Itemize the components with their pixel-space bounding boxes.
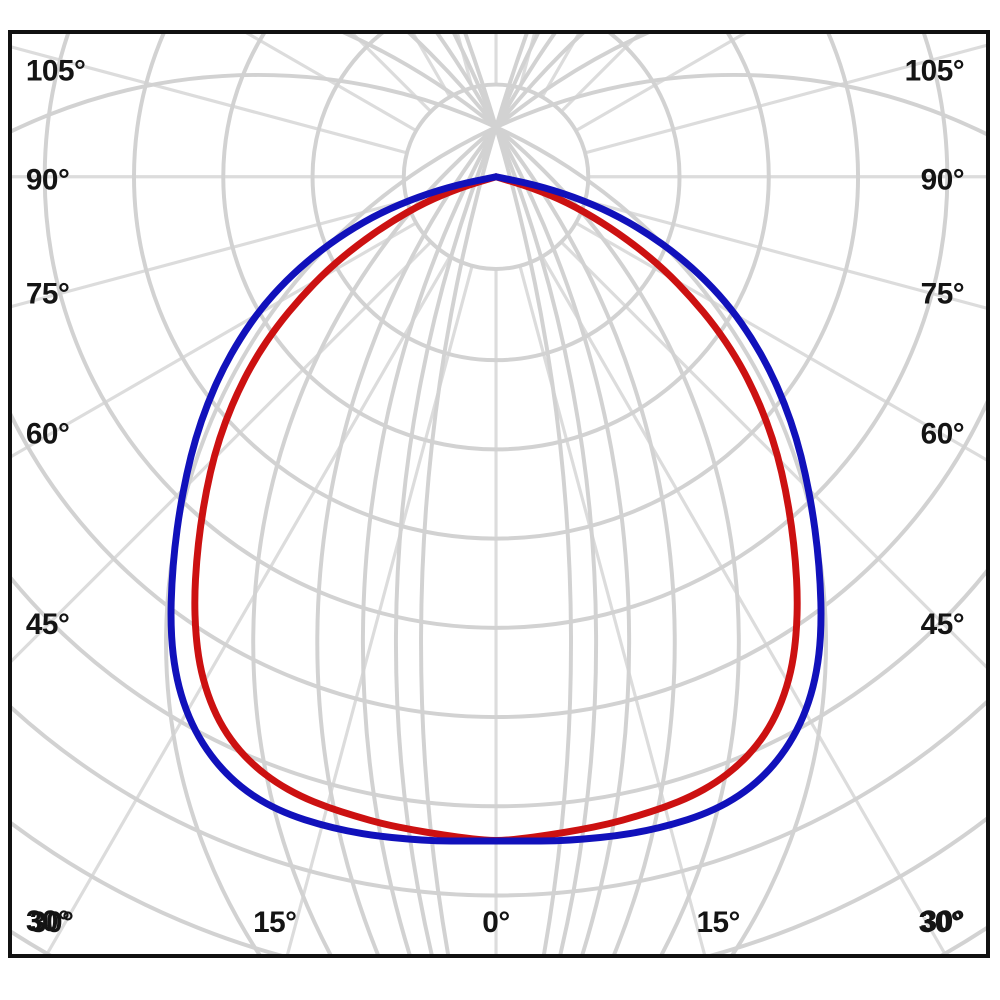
axis-label-bottom-0: 30° <box>30 906 73 939</box>
grid-arc-l3 <box>435 34 631 954</box>
grid-layer <box>12 34 986 954</box>
grid-arc-l0 <box>12 73 828 954</box>
grid-circle-7 <box>12 699 986 898</box>
grid-spoke-225 <box>12 240 433 663</box>
axis-label-left-0: 105° <box>26 55 86 88</box>
axis-label-right-0: 105° <box>905 55 965 88</box>
grid-spoke-165 <box>518 264 707 954</box>
grid-spoke-285 <box>12 45 409 155</box>
grid-arc-r4 <box>394 34 541 954</box>
grid-circle-9 <box>12 925 986 954</box>
axis-label-bottom-1: 15° <box>253 906 296 939</box>
grid-spoke-255 <box>12 199 409 309</box>
grid-arc-r5 <box>419 34 530 954</box>
grid-arc-l2 <box>407 34 677 954</box>
grid-circle-4 <box>42 34 950 630</box>
grid-spoke-135 <box>559 240 986 669</box>
series-layer <box>167 173 825 845</box>
axis-label-left-1: 90° <box>26 164 69 197</box>
grid-arc-l1 <box>342 34 741 954</box>
grid-circle-5 <box>12 399 986 719</box>
grid-circle-8 <box>12 816 986 954</box>
axis-label-left-4: 45° <box>26 608 69 641</box>
grid-spoke-210 <box>45 254 452 954</box>
grid-spoke-60 <box>574 34 747 133</box>
axis-label-right-2: 75° <box>921 278 964 311</box>
grid-arc-r1 <box>251 34 650 954</box>
axis-label-left-3: 60° <box>26 417 69 450</box>
grid-spoke-195 <box>286 264 474 954</box>
axis-label-left-2: 75° <box>26 278 69 311</box>
grid-circle-10 <box>12 34 986 954</box>
grid-arc-r3 <box>361 34 557 954</box>
axis-label-right-3: 60° <box>921 417 964 450</box>
polar-chart-frame: 105° 90° 75° 60° 45° 30° 105° 90° 75° 60° 45° 30° 30… <box>8 30 990 958</box>
grid-spoke-300 <box>245 34 418 133</box>
axis-label-right-4: 45° <box>921 608 964 641</box>
axis-label-bottom-2: 0° <box>482 906 509 939</box>
grid-circle-6 <box>12 568 986 809</box>
grid-circle-0 <box>401 82 591 271</box>
grid-arc-l4 <box>451 34 598 954</box>
axis-label-bottom-3: 15° <box>696 906 739 939</box>
axis-label-left-5: 30° <box>26 905 69 938</box>
series-curve-blue <box>167 173 825 845</box>
grid-arc-l5 <box>462 34 573 954</box>
grid-arc-r2 <box>315 34 585 954</box>
axis-label-right-1: 90° <box>921 164 964 197</box>
axis-label-right-5: 30° <box>921 905 964 938</box>
axis-label-layer: 105°90°75°60°45°30°105°90°75°60°45°30°30… <box>26 55 965 940</box>
grid-arc-r0 <box>164 73 986 954</box>
grid-spoke-105 <box>583 199 986 310</box>
polar-chart-svg: 105°90°75°60°45°30°105°90°75°60°45°30°30… <box>12 34 986 954</box>
grid-circle-3 <box>132 34 860 541</box>
axis-label-bottom-4: 30° <box>919 906 962 939</box>
grid-spoke-75 <box>583 43 986 155</box>
grid-circle-2 <box>221 34 771 452</box>
grid-circle-1 <box>310 34 682 363</box>
grid-spoke-150 <box>540 254 947 954</box>
